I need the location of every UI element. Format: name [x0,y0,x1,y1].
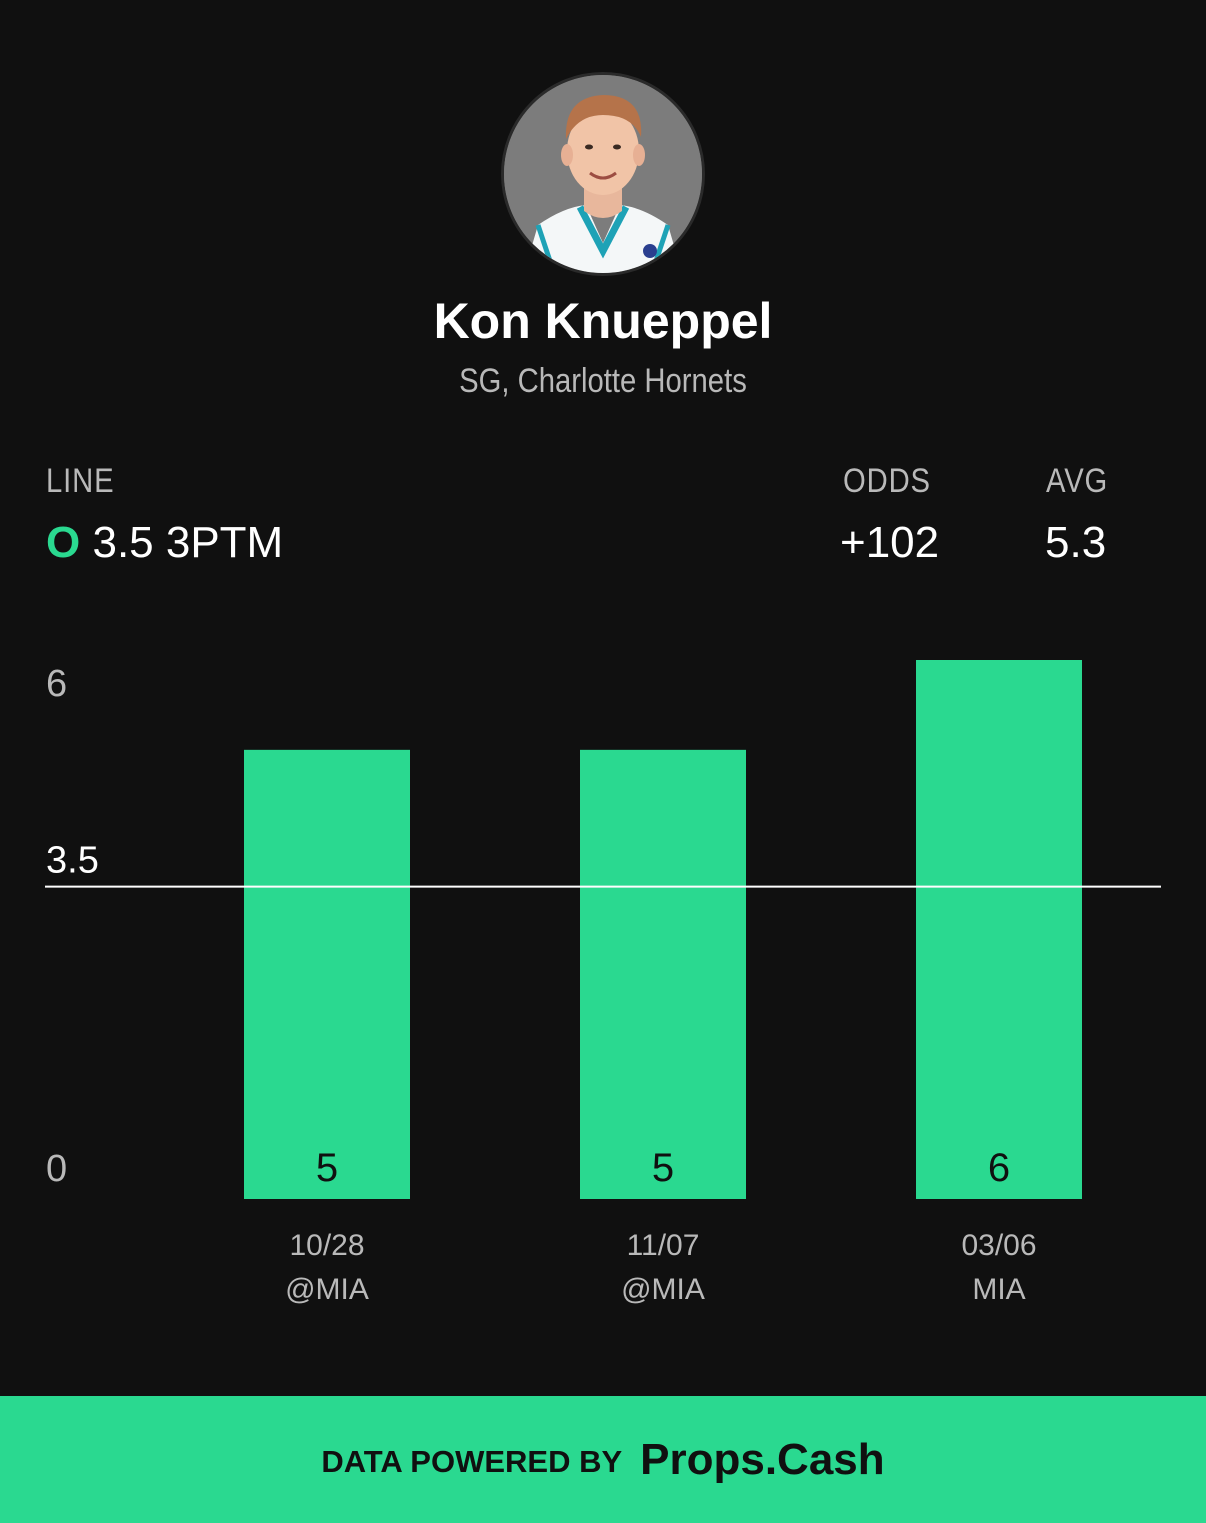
line-value-group: O 3.5 3PTM [46,518,283,568]
x-date-label: 11/07 [627,1229,700,1262]
footer-brand-logo: Props.Cash [640,1434,885,1484]
bar-value-label: 5 [652,1146,674,1190]
line-label: LINE [46,462,115,500]
over-indicator: O [46,518,81,567]
y-tick-label: 0 [46,1148,67,1190]
avg-label: AVG [1046,462,1109,500]
avg-value: 5.3 [1045,518,1107,567]
bar-10-28 [244,749,410,1199]
x-date-label: 03/06 [961,1229,1036,1262]
footer-banner: DATA POWERED BY Props.Cash [0,1396,1206,1523]
bar-03-06 [916,660,1082,1199]
player-team-position: SG, Charlotte Hornets [459,362,747,400]
labels-layer: 3.5 0 6 5 5 6 10/28 @MIA 11/07 @MIA 03/06 MIA [45,663,1161,1306]
x-opponent-label: @MIA [621,1273,705,1306]
line-threshold-label: 3.5 [46,840,99,882]
x-opponent-label: @MIA [285,1273,369,1306]
bars-layer [244,660,1082,1199]
footer-prefix: DATA POWERED BY [321,1443,623,1479]
bar-value-label: 6 [988,1146,1010,1190]
player-photo [504,75,702,273]
bar-value-label: 5 [316,1146,338,1190]
bar-11-07 [580,749,746,1199]
y-tick-label: 6 [46,663,67,705]
bar-chart: 3.5 0 6 5 5 6 10/28 @MIA 11/07 @MIA 03/06 MIA [45,660,1161,1306]
x-date-label: 10/28 [289,1229,364,1262]
player-name: Kon Knueppel [433,293,773,349]
odds-label: ODDS [843,462,931,500]
line-value: 3.5 3PTM [92,518,284,567]
x-opponent-label: MIA [972,1273,1025,1306]
player-avatar [501,72,705,276]
odds-value: +102 [840,518,940,567]
